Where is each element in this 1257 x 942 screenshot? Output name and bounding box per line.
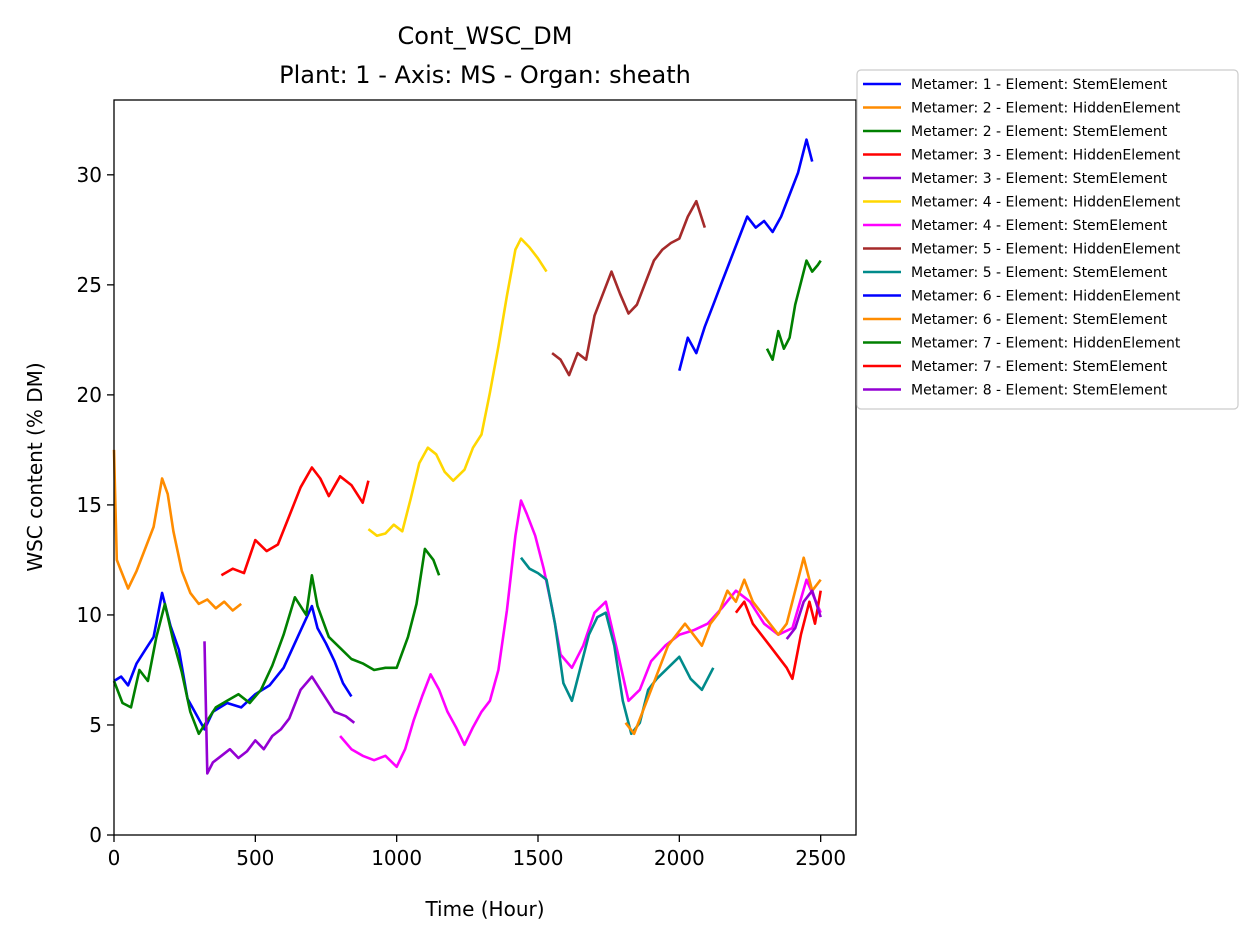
plot-area [112, 99, 857, 836]
series-line-12 [765, 259, 822, 362]
legend-entry: Metamer: 4 - Element: HiddenElement [911, 195, 1181, 211]
series-line-8 [551, 199, 707, 377]
x-tick-label: 2000 [654, 846, 705, 870]
legend-box [856, 69, 1239, 410]
legend-entry: Metamer: 2 - Element: HiddenElement [911, 101, 1181, 117]
y-axis-label: WSC content (% DM) [23, 362, 47, 571]
series-line-2 [112, 449, 242, 612]
legend-entry: Metamer: 3 - Element: StemElement [911, 171, 1168, 187]
y-tick-label: 20 [77, 383, 102, 407]
legend-entry: Metamer: 2 - Element: StemElement [911, 124, 1168, 140]
y-tick-label: 0 [89, 823, 102, 847]
x-axis: 0 500 1000 1500 2000 2500 [108, 835, 846, 870]
series-line-9 [519, 556, 715, 736]
x-axis-label: Time (Hour) [424, 897, 544, 921]
legend-entry: Metamer: 6 - Element: StemElement [911, 312, 1168, 328]
series-line-6 [367, 237, 548, 538]
x-tick-label: 1500 [513, 846, 564, 870]
series-line-14 [785, 589, 822, 640]
series-line-13 [734, 590, 822, 681]
legend-entry: Metamer: 5 - Element: HiddenElement [911, 242, 1181, 258]
axes-frame [113, 99, 857, 836]
chart-subtitle: Plant: 1 - Axis: MS - Organ: sheath [279, 61, 691, 89]
series-line-3 [112, 547, 441, 736]
legend-entry: Metamer: 6 - Element: HiddenElement [911, 289, 1181, 305]
legend-entry: Metamer: 8 - Element: StemElement [911, 383, 1168, 399]
y-tick-label: 10 [77, 603, 102, 627]
x-tick-label: 0 [108, 846, 121, 870]
series-layer [112, 138, 822, 775]
y-tick-label: 15 [77, 493, 102, 517]
series-line-7 [339, 499, 822, 769]
y-tick-label: 5 [89, 713, 102, 737]
legend-entry: Metamer: 4 - Element: StemElement [911, 218, 1168, 234]
legend: Metamer: 1 - Element: StemElement Metamer… [856, 69, 1239, 410]
legend-entry: Metamer: 3 - Element: HiddenElement [911, 148, 1181, 164]
legend-entry: Metamer: 7 - Element: HiddenElement [911, 336, 1181, 352]
legend-entry: Metamer: 7 - Element: StemElement [911, 359, 1168, 375]
series-line-11 [624, 556, 822, 736]
x-tick-label: 1000 [371, 846, 422, 870]
legend-entry: Metamer: 5 - Element: StemElement [911, 265, 1168, 281]
series-line-5 [203, 641, 356, 775]
series-line-10 [678, 138, 814, 372]
series-line-4 [220, 466, 370, 577]
x-tick-label: 2500 [795, 846, 846, 870]
legend-entry: Metamer: 1 - Element: StemElement [911, 77, 1168, 93]
y-tick-label: 30 [77, 163, 102, 187]
chart-title: Cont_WSC_DM [398, 22, 573, 50]
x-tick-label: 500 [236, 846, 274, 870]
y-tick-label: 25 [77, 273, 102, 297]
y-axis: 0 5 10 15 20 25 30 [77, 163, 114, 847]
